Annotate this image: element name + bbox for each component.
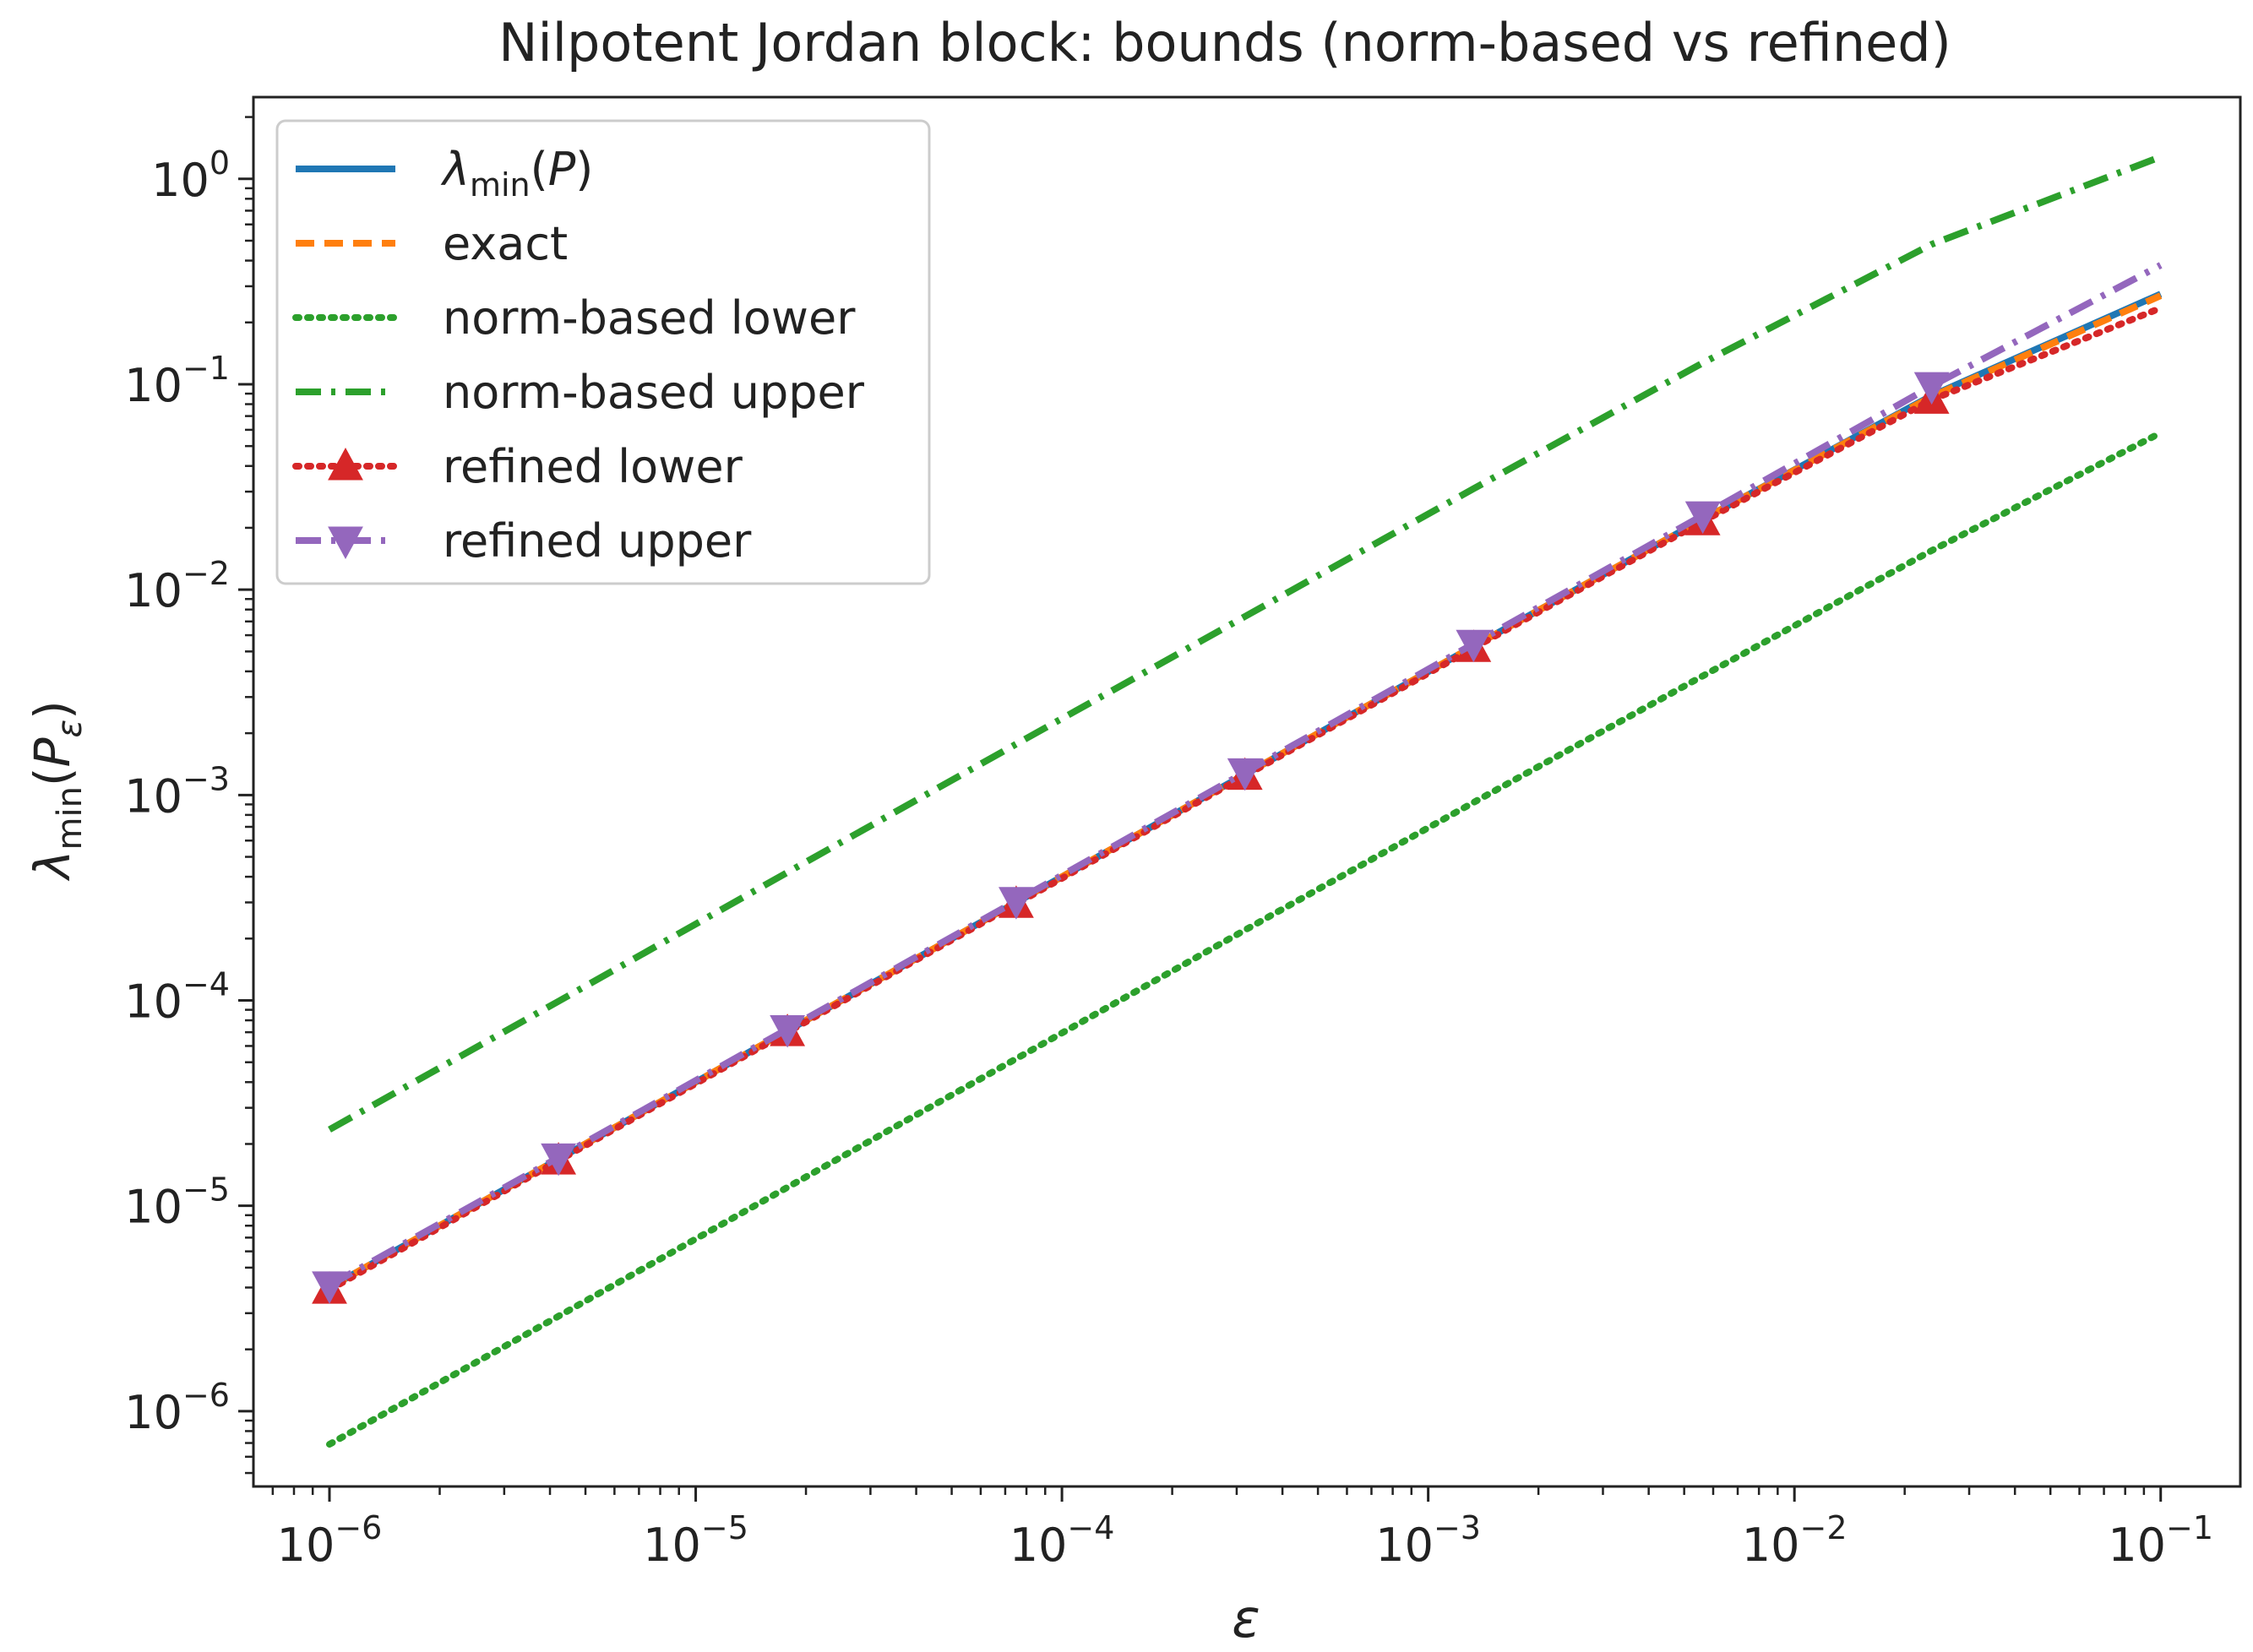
series-line-2: [326, 429, 2164, 1448]
series-5-marker-1: [541, 1143, 577, 1177]
series-5-marker-3: [999, 887, 1034, 920]
series-5-marker-4: [1227, 758, 1263, 791]
legend-box: [275, 119, 931, 585]
x-tick-label-0: 10−6: [277, 1509, 383, 1572]
legend: λmin(P) exact norm-based lower norm-based u…: [275, 119, 931, 585]
legend-marker-4: [328, 448, 363, 481]
series-5-marker-7: [1913, 372, 1950, 405]
y-tick-label-3: 10−3: [124, 760, 230, 823]
axes: 10−6 10−5 10−4 10−3 10−2 10−1 10−6 10−5 10−4 10−3…: [124, 95, 2242, 1572]
series-5-marker-2: [770, 1014, 806, 1048]
x-tick-label-5: 10−1: [2108, 1509, 2213, 1572]
series-line-3: [328, 153, 2163, 1133]
y-tick-label-5: 10−1: [124, 350, 230, 412]
legend-label-5: refined upper: [443, 514, 752, 568]
series-5-marker-5: [1456, 629, 1492, 663]
plot-area: [312, 153, 2164, 1448]
y-tick-label-2: 10−4: [124, 966, 230, 1029]
chart-title: Nilpotent Jordan block: bounds (norm-bas…: [498, 12, 1951, 73]
x-axis-label: ε: [1232, 1588, 1260, 1649]
axes-frame: [252, 95, 2242, 1488]
legend-label-3: norm-based upper: [443, 366, 865, 419]
x-tick-label-1: 10−5: [643, 1509, 748, 1572]
x-tick-label-2: 10−4: [1009, 1509, 1115, 1572]
y-axis-label-text: λmin(Pε): [24, 700, 90, 882]
y-axis-label: λmin(Pε): [24, 700, 90, 882]
legend-label-2: norm-based lower: [443, 291, 856, 345]
legend-label-1: exact: [443, 217, 568, 270]
series-5-marker-0: [312, 1271, 347, 1304]
series-5-marker-6: [1684, 501, 1721, 535]
y-tick-label-6: 100: [151, 144, 230, 207]
legend-label-4: refined lower: [443, 440, 743, 493]
y-tick-label-4: 10−2: [124, 555, 230, 617]
legend-marker-5: [328, 526, 363, 559]
x-tick-label-3: 10−3: [1375, 1509, 1481, 1572]
y-tick-label-1: 10−5: [124, 1171, 230, 1234]
y-tick-label-0: 10−6: [124, 1377, 230, 1439]
legend-label-0: λmin(P): [440, 143, 593, 204]
x-tick-label-4: 10−2: [1742, 1509, 1848, 1572]
